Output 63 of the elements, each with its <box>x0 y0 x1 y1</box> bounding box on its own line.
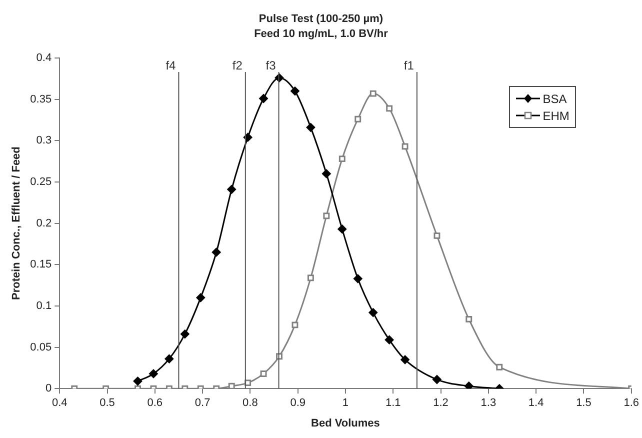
point <box>434 232 440 239</box>
point <box>370 90 376 97</box>
x-tick-label: 1 <box>342 397 349 410</box>
point <box>400 355 410 364</box>
legend-label: EHM <box>542 108 570 122</box>
y-tick-label: 0.4 <box>36 52 52 64</box>
chart-title: Pulse Test (100-250 µm) <box>258 12 384 27</box>
point <box>338 224 347 234</box>
chart-subtitle: Feed 10 mg/mL, 1.0 BV/hr <box>253 27 389 42</box>
point <box>466 316 472 322</box>
point <box>384 335 394 344</box>
point <box>227 184 236 194</box>
legend-label: BSA <box>542 92 567 106</box>
ref-line-label: f3 <box>266 58 276 72</box>
point <box>432 375 442 384</box>
point <box>368 308 378 318</box>
y-axis-title: Protein Conc., Effluent / Feed <box>10 146 23 300</box>
point <box>259 94 268 103</box>
y-tick-label: 0.05 <box>30 341 52 354</box>
point <box>464 382 474 389</box>
x-tick-label: 0.5 <box>100 397 115 410</box>
x-tick-label: 0.6 <box>147 397 163 410</box>
point <box>148 369 158 378</box>
point <box>212 248 221 257</box>
y-tick-label: 0.15 <box>30 258 52 271</box>
x-tick-label: 1.2 <box>433 397 448 410</box>
point <box>323 212 330 220</box>
point <box>196 293 206 302</box>
point <box>402 143 408 150</box>
point <box>164 354 174 364</box>
point <box>354 116 362 122</box>
y-tick-label: 0.35 <box>30 93 52 106</box>
x-tick-label: 1.1 <box>385 397 401 410</box>
point <box>322 169 331 178</box>
point <box>133 376 142 386</box>
x-tick-label: 1.6 <box>624 397 640 410</box>
point <box>306 122 316 132</box>
point <box>292 322 298 328</box>
y-tick-label: 0 <box>45 382 52 395</box>
y-tick-label: 0.25 <box>30 176 52 188</box>
point <box>386 105 393 112</box>
x-tick-label: 0.8 <box>242 397 258 410</box>
point <box>290 86 300 96</box>
point <box>228 382 235 389</box>
point <box>338 156 346 162</box>
point <box>496 364 503 370</box>
x-tick-label: 1.3 <box>480 397 496 410</box>
point <box>307 274 314 282</box>
ref-line-label: f2 <box>232 58 243 72</box>
y-tick-label: 0.1 <box>36 300 52 312</box>
point <box>260 370 267 377</box>
point <box>353 274 362 284</box>
ref-line-label: f4 <box>166 58 176 72</box>
x-tick-label: 0.9 <box>290 397 306 410</box>
y-tick-label: 0.2 <box>36 217 52 230</box>
x-tick-label: 0.4 <box>52 397 68 410</box>
x-tick-label: 0.7 <box>194 397 210 410</box>
x-axis-title: Bed Volumes <box>311 417 380 430</box>
x-tick-label: 1.5 <box>576 397 592 410</box>
ref-line-label: f1 <box>404 58 414 72</box>
point <box>180 330 190 339</box>
x-tick-label: 1.4 <box>528 397 544 410</box>
y-tick-label: 0.3 <box>36 134 52 147</box>
